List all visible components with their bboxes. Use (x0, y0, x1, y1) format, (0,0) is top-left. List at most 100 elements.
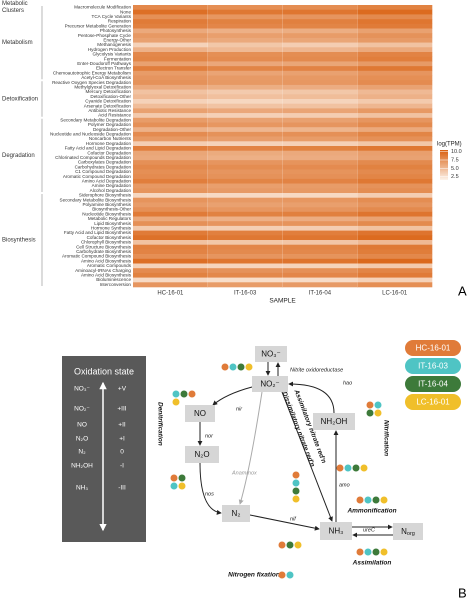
node-label-text: NH₃ (329, 527, 344, 536)
cell (282, 37, 358, 43)
cell (282, 94, 358, 100)
sample-dot (372, 548, 380, 556)
cell (357, 230, 433, 236)
cell (282, 52, 358, 57)
cell (357, 23, 433, 29)
cell (282, 150, 358, 156)
row-label: TCA Cycle Variants (92, 14, 132, 19)
cell (282, 131, 358, 137)
cell (357, 141, 433, 147)
row-label: Mercury Detoxification (86, 89, 132, 94)
row-label: Amino Acid Biosynthesis (81, 258, 132, 263)
row-label: Precursor Metabolite Generation (65, 23, 132, 28)
cell (207, 131, 283, 137)
cell (207, 263, 283, 269)
cell (357, 235, 433, 241)
cell (207, 169, 283, 175)
cell (207, 47, 283, 53)
node-box (393, 523, 423, 540)
row-label: Fatty Acid and Lipid Degradation (65, 146, 132, 151)
sample-dot (336, 464, 344, 472)
cell (133, 42, 209, 48)
cell (133, 178, 209, 184)
cell (357, 136, 433, 142)
cell (133, 230, 209, 236)
cell (133, 103, 209, 109)
cell (207, 277, 283, 283)
oxidation-value: +V (118, 386, 127, 393)
cell (282, 5, 358, 10)
cell (357, 19, 433, 25)
node-label: NO₃⁻ (261, 350, 280, 359)
row-label: Polyamine Biosynthesis (82, 202, 131, 207)
cell (133, 99, 209, 104)
cell (207, 174, 283, 180)
cell (207, 70, 283, 76)
cell (207, 193, 283, 198)
cell (282, 23, 358, 29)
sample-dot (292, 495, 300, 503)
row-label: Reactive Oxygen Species Degradation (52, 80, 131, 85)
oxidation-value: +II (118, 422, 126, 429)
edge-label: Anammox (231, 470, 257, 476)
species: N₂ (78, 449, 86, 456)
cell (133, 282, 209, 288)
row-label: Aromatic Compound Biosynthesis (62, 254, 132, 259)
cell (357, 108, 433, 114)
arrow (212, 386, 253, 406)
cell (207, 272, 283, 278)
oxidation-value: +III (117, 406, 126, 413)
cell (133, 197, 209, 203)
cell (133, 37, 209, 43)
sample-dot (364, 496, 372, 504)
sample-dot (380, 548, 388, 556)
cell (207, 122, 283, 128)
cell (282, 9, 358, 15)
node-box (313, 413, 355, 430)
cell (282, 221, 358, 227)
node-label: NO₂⁻ (260, 380, 279, 389)
cell (282, 70, 358, 76)
row-label: None (120, 9, 131, 14)
cell (357, 282, 433, 288)
node-label: NH₂OH (321, 417, 348, 426)
cell (357, 211, 433, 217)
row-label: Lipid Biosynthesis (94, 221, 131, 226)
cell (357, 254, 433, 260)
sample-dot (344, 464, 352, 472)
cell (357, 84, 433, 90)
cell (357, 193, 433, 198)
cell (357, 80, 433, 86)
row-label: Methanogenesis (97, 42, 131, 47)
cell (282, 33, 358, 39)
cell (357, 28, 433, 34)
cell (133, 23, 209, 29)
sample-dot (352, 464, 360, 472)
cell (357, 183, 433, 189)
sample-dot (245, 363, 253, 371)
cell (282, 258, 358, 264)
cell (357, 5, 433, 10)
cell (133, 188, 209, 194)
legend-swatch (405, 394, 461, 410)
oxidation-value: -I (120, 463, 124, 470)
cell (282, 122, 358, 128)
oxidation-box (62, 356, 146, 542)
cell (357, 277, 433, 283)
panel-label: B (458, 585, 467, 600)
cell (357, 160, 433, 166)
cell (357, 202, 433, 208)
cell (207, 103, 283, 109)
row-label: Electron Transfer (96, 66, 131, 71)
cell (282, 75, 358, 81)
row-label: Polymer Degradation (88, 122, 132, 127)
cell (207, 9, 283, 15)
panel-label: A (458, 283, 467, 298)
cell (357, 169, 433, 175)
row-label: Acetyl-CoA Biosynthesis (81, 75, 131, 80)
cell (207, 56, 283, 62)
row-label: Aminoacyl-tRNAs Charging (75, 268, 131, 273)
legend-swatch (405, 376, 461, 392)
cell (133, 263, 209, 269)
